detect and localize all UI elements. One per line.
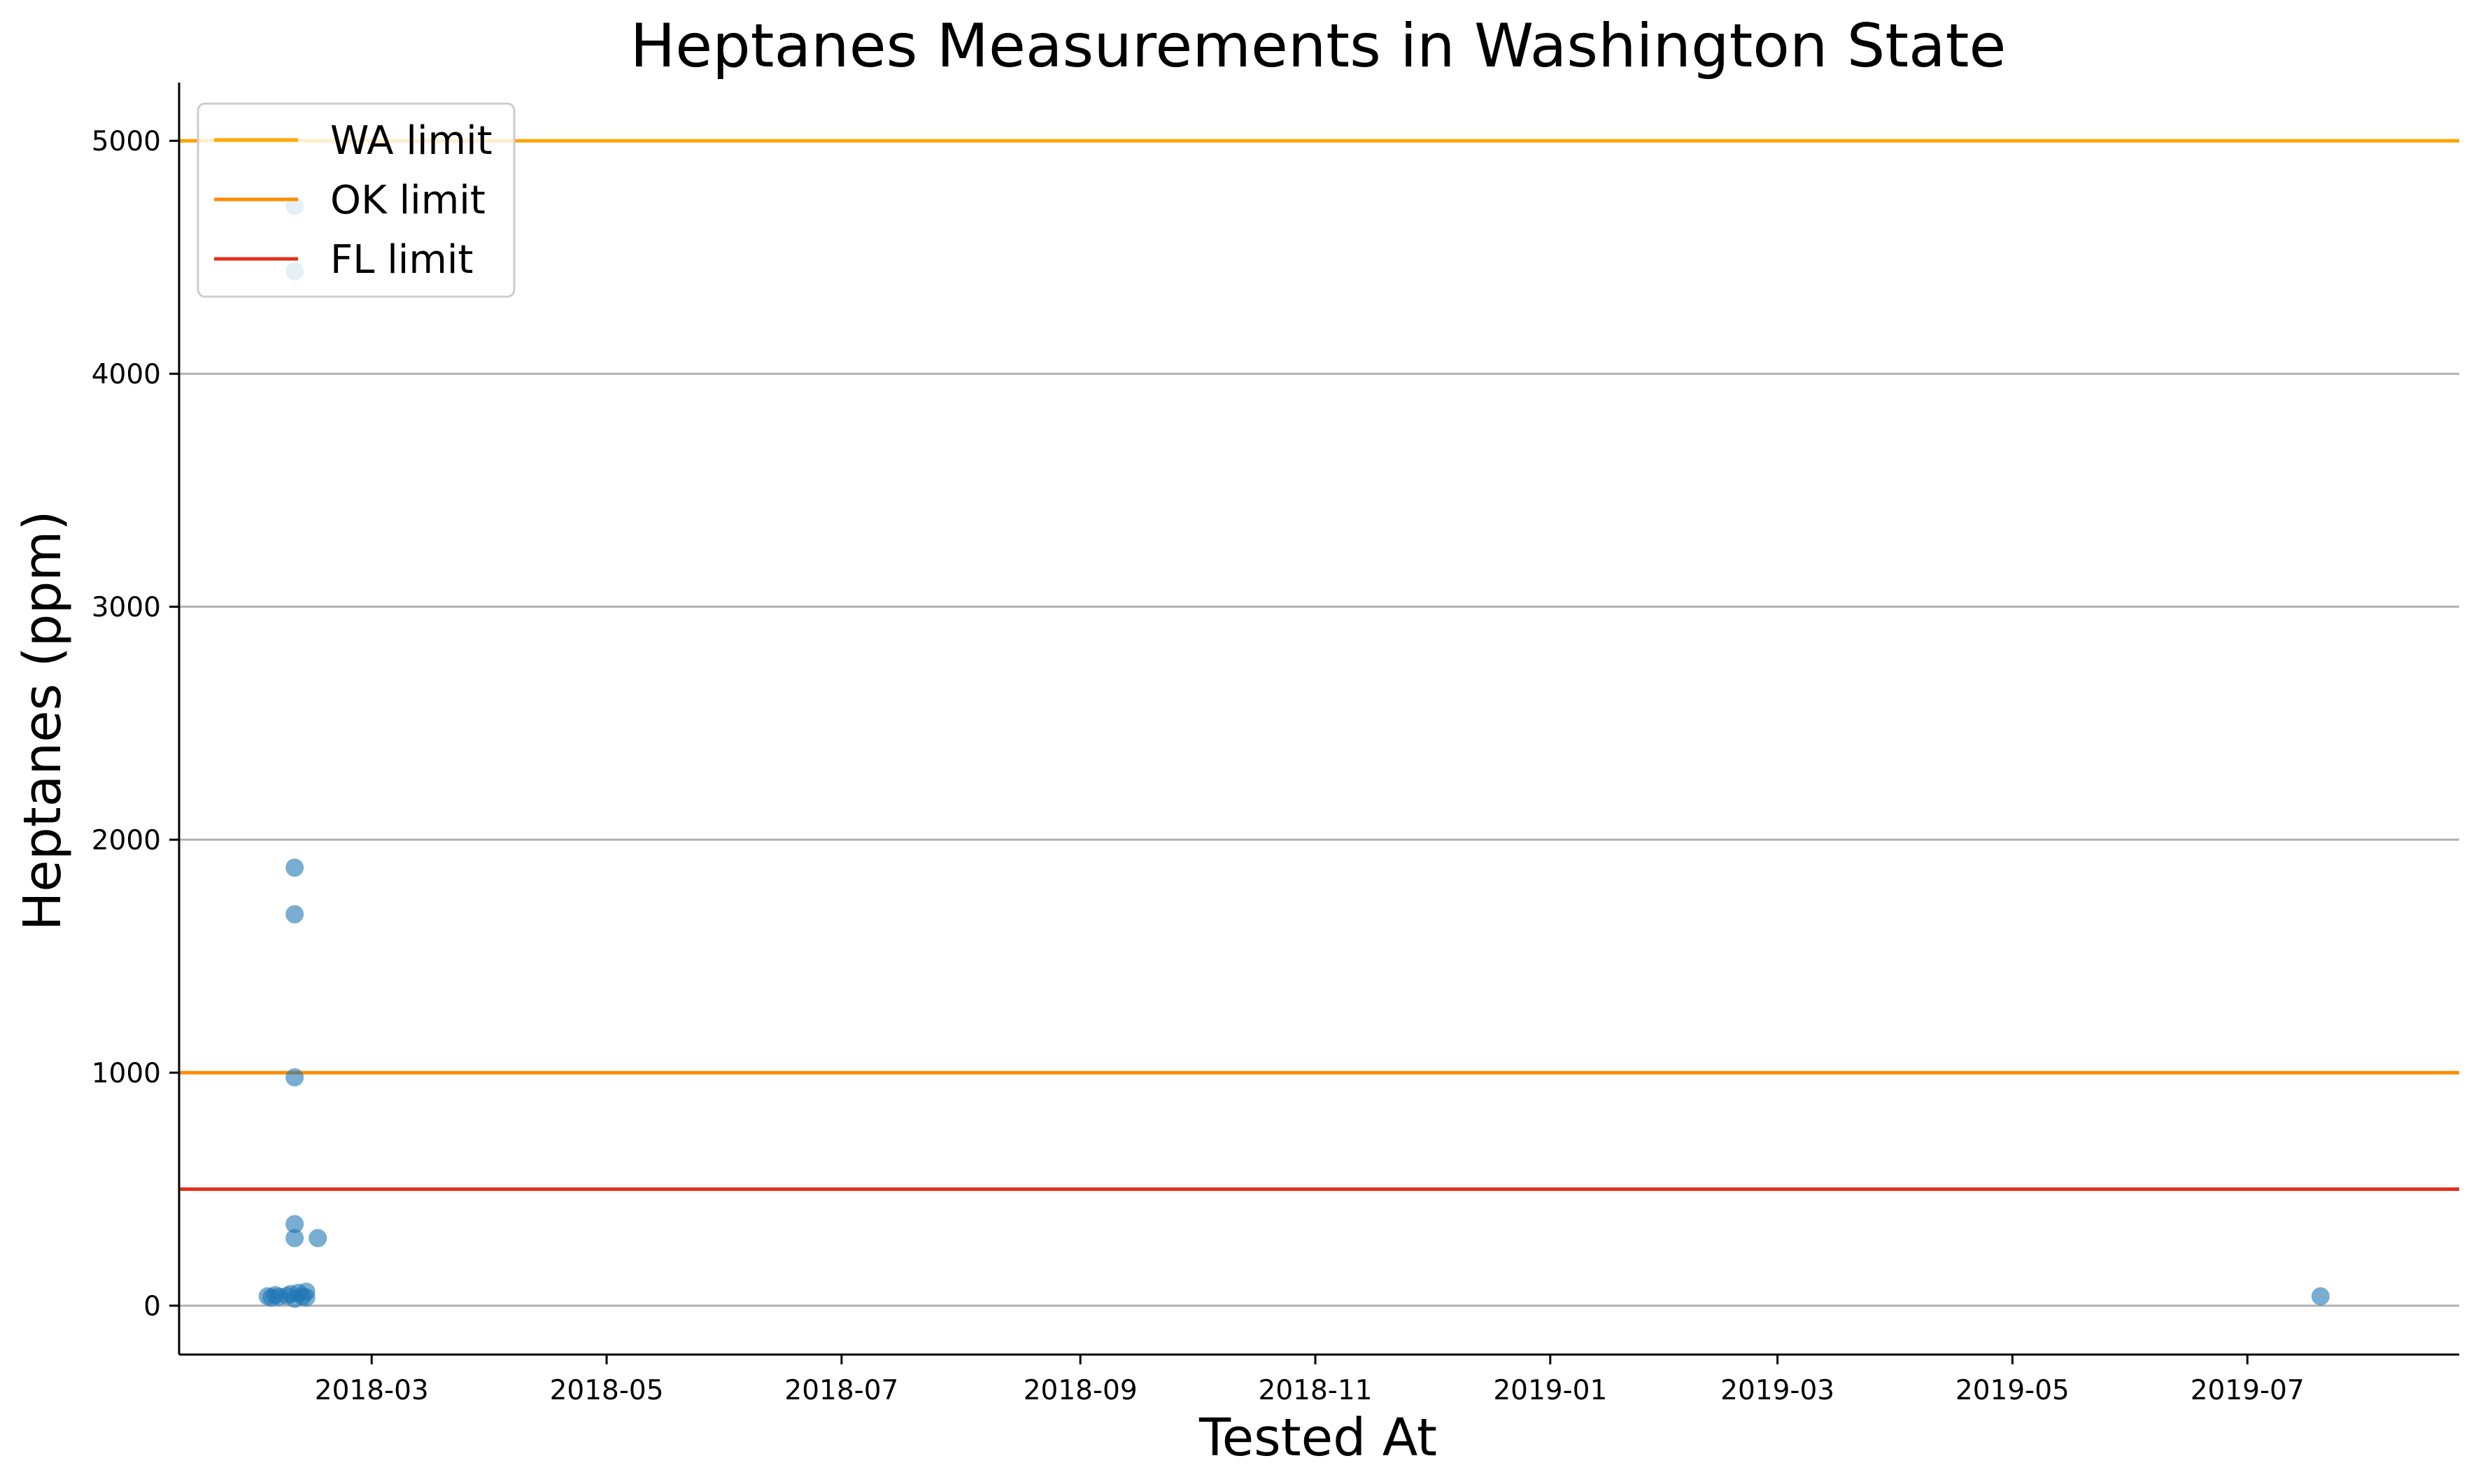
legend: WA limit OK limit FL limit <box>197 102 516 298</box>
y-tick-label: 1000 <box>92 1058 161 1089</box>
legend-label-fl: FL limit <box>330 237 473 283</box>
y-ticks: 0 1000 2000 3000 4000 5000 <box>92 126 179 1322</box>
y-tick-label: 5000 <box>92 126 161 157</box>
data-point <box>297 1282 316 1301</box>
y-tick-label: 2000 <box>92 825 161 856</box>
legend-box <box>197 102 516 298</box>
x-tick-label: 2018-09 <box>1024 1375 1138 1406</box>
data-point <box>309 1229 327 1248</box>
data-point <box>285 1229 304 1248</box>
y-axis-label: Heptanes (ppm) <box>13 511 73 931</box>
x-tick-label: 2019-07 <box>2191 1375 2305 1406</box>
x-tick-label: 2019-03 <box>1720 1375 1834 1406</box>
x-axis-label: Tested At <box>1198 1408 1437 1468</box>
x-tick-label: 2018-03 <box>315 1375 429 1406</box>
x-ticks: 2018-03 2018-05 2018-07 2018-09 2018-11 2019-… <box>315 1355 2305 1406</box>
limit-lines <box>179 139 2459 1192</box>
data-point <box>285 1215 304 1234</box>
x-tick-label: 2018-05 <box>550 1375 664 1406</box>
y-tick-label: 0 <box>143 1291 161 1322</box>
y-tick-label: 3000 <box>92 592 161 623</box>
chart-title: Heptanes Measurements in Washington Stat… <box>630 11 2007 81</box>
legend-label-wa: WA limit <box>330 118 493 164</box>
x-tick-label: 2018-07 <box>784 1375 898 1406</box>
data-point <box>285 905 304 924</box>
x-tick-label: 2019-01 <box>1493 1375 1607 1406</box>
data-point <box>2311 1287 2330 1306</box>
data-point <box>285 858 304 877</box>
x-tick-label: 2019-05 <box>1955 1375 2070 1406</box>
data-point <box>285 1068 304 1087</box>
legend-label-ok: OK limit <box>330 178 486 223</box>
y-tick-label: 4000 <box>92 359 161 390</box>
data-points <box>258 197 2330 1308</box>
x-tick-label: 2018-11 <box>1259 1375 1373 1406</box>
